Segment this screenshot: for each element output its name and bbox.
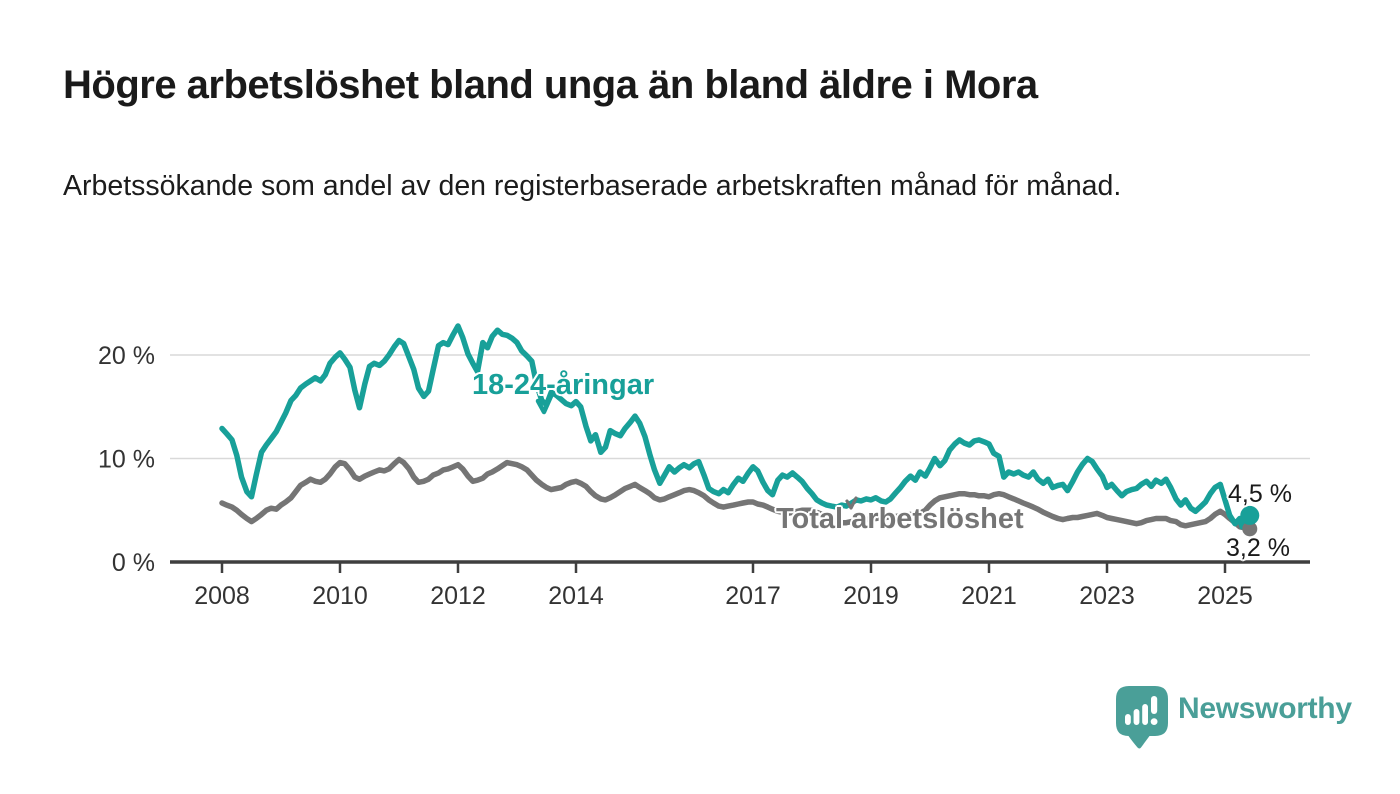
x-tick-label: 2014 [548,582,604,610]
y-tick-label: 10 % [98,446,155,474]
brand-name: Newsworthy [1178,692,1352,725]
logo-exclamation-bar [1151,696,1158,714]
x-tick-label: 2008 [194,582,250,610]
x-tick-label: 2025 [1197,582,1253,610]
end-value-total: 3,2 % [1226,534,1290,562]
series-label-total: Total arbetslöshet [776,503,1024,535]
series-end-dot-total [1242,521,1258,537]
label-arrow-young [535,391,555,415]
x-tick-label: 2021 [961,582,1017,610]
label-arrow-total [845,496,858,510]
x-tick-label: 2019 [843,582,899,610]
logo-bar-2 [1133,709,1140,725]
brand-footer: Newsworthy [1116,686,1352,750]
series-label-young: 18-24-åringar [472,369,655,401]
y-tick-label: 20 % [98,342,155,370]
x-tick-label: 2012 [430,582,486,610]
logo-exclamation-dot [1150,718,1158,725]
logo-bar-1 [1125,714,1131,725]
y-tick-label: 0 % [112,549,155,577]
series-line-total [219,456,1253,532]
newsworthy-logo-icon [1116,686,1168,749]
series-line-young [219,323,1253,530]
page-title: Högre arbetslöshet bland unga än bland ä… [63,63,1038,107]
x-tick-label: 2010 [312,582,368,610]
x-tick-label: 2017 [725,582,781,610]
x-tick-label: 2023 [1079,582,1135,610]
logo-bar-3 [1142,704,1148,725]
end-value-young: 4,5 % [1228,480,1292,508]
series-end-dot-young [1240,505,1260,525]
page-subtitle: Arbetssökande som andel av den registerb… [63,170,1122,202]
